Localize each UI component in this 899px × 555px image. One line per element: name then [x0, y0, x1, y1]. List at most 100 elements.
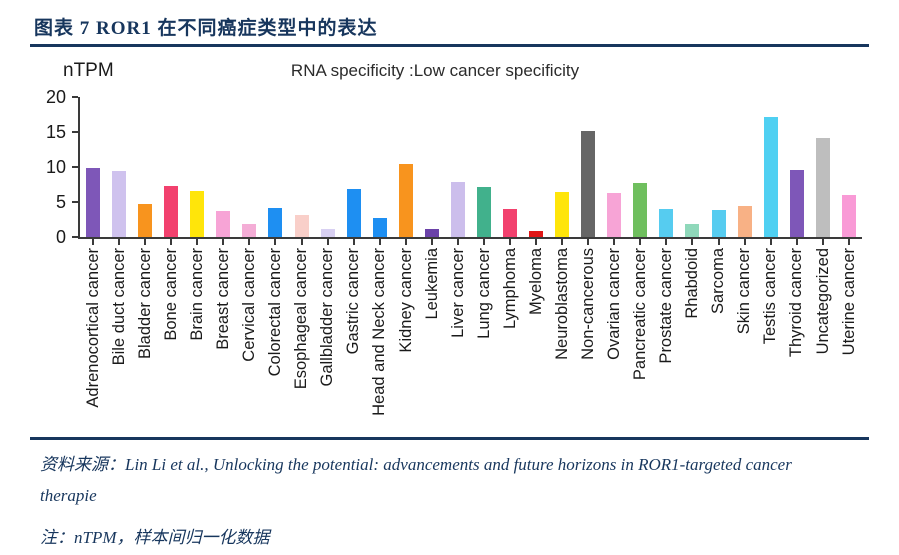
y-tick-label: 15	[45, 122, 66, 142]
bar-column	[367, 97, 393, 237]
bar-column	[732, 97, 758, 237]
y-tick	[72, 131, 78, 133]
x-tick-label: Prostate cancer	[657, 248, 676, 364]
x-tick	[274, 239, 277, 245]
x-tick	[300, 239, 303, 245]
bar	[112, 170, 127, 237]
x-tick-label: Testis cancer	[761, 248, 780, 345]
x-tick-label: Skin cancer	[735, 248, 754, 335]
y-tick-label: 5	[55, 192, 66, 212]
x-tick	[587, 239, 590, 245]
bar	[476, 186, 491, 237]
x-tick	[535, 239, 538, 245]
note-text: 注：nTPM，样本间归一化数据	[40, 528, 270, 547]
bar	[841, 195, 856, 237]
x-label-cell: Non-cancerous	[575, 239, 601, 435]
x-tick-label: Ovarian cancer	[605, 248, 624, 360]
bar-column	[289, 97, 315, 237]
x-tick-label: Adrenocortical cancer	[83, 248, 102, 408]
bar	[815, 137, 830, 237]
bar-column	[80, 97, 106, 237]
x-tick-label: Bone cancer	[161, 248, 180, 341]
x-tick-label: Myeloma	[526, 248, 545, 315]
y-tick	[72, 96, 78, 98]
source-text-line1: 资料来源：Lin Li et al., Unlocking the potent…	[40, 455, 792, 474]
x-tick	[222, 239, 225, 245]
bar-column	[419, 97, 445, 237]
bar-column	[210, 97, 236, 237]
source-text-line2: therapie	[40, 486, 97, 505]
x-label-cell: Bladder cancer	[132, 239, 158, 435]
x-tick-label: Uterine cancer	[839, 248, 858, 356]
bar	[789, 169, 804, 237]
x-tick-label: Breast cancer	[214, 248, 233, 350]
x-label-cell: Liver cancer	[445, 239, 471, 435]
bar	[503, 209, 518, 237]
x-tick	[482, 239, 485, 245]
bar	[450, 181, 465, 237]
bar	[711, 210, 726, 237]
x-tick	[665, 239, 668, 245]
x-label-cell: Neuroblastoma	[549, 239, 575, 435]
bar	[138, 204, 153, 237]
bar-column	[627, 97, 653, 237]
bar-column	[106, 97, 132, 237]
x-tick-label: Lymphoma	[500, 248, 519, 330]
bar-column	[601, 97, 627, 237]
x-tick	[196, 239, 199, 245]
x-label-cell: Thyroid cancer	[784, 239, 810, 435]
bar-column	[497, 97, 523, 237]
x-tick-label: Esophageal cancer	[292, 248, 311, 390]
bar	[268, 208, 283, 237]
chart-title: RNA specificity :Low cancer specificity	[290, 61, 580, 80]
bar-column	[784, 97, 810, 237]
x-tick-label: Non-cancerous	[578, 248, 597, 360]
x-tick-label: Head and Neck cancer	[370, 248, 389, 416]
x-label-cell: Sarcoma	[706, 239, 732, 435]
bar-column	[575, 97, 601, 237]
bar-column	[315, 97, 341, 237]
x-label-cell: Gallbladder cancer	[315, 239, 341, 435]
x-label-cell: Rhabdoid	[679, 239, 705, 435]
x-tick	[717, 239, 720, 245]
bar	[372, 218, 387, 237]
bar	[685, 224, 700, 237]
x-tick-label: Rhabdoid	[683, 248, 702, 319]
x-label-cell: Leukemia	[419, 239, 445, 435]
x-label-cell: Pancreatic cancer	[627, 239, 653, 435]
x-tick-label: Leukemia	[422, 248, 441, 320]
bar-column	[184, 97, 210, 237]
x-label-cell: Bone cancer	[158, 239, 184, 435]
x-tick	[847, 239, 850, 245]
bar-column	[393, 97, 419, 237]
x-axis-labels: Adrenocortical cancer Bile duct cancer Bla…	[80, 239, 862, 435]
x-tick-label: Kidney cancer	[396, 248, 415, 353]
x-tick-label: Pancreatic cancer	[631, 248, 650, 381]
x-tick-label: Colorectal cancer	[266, 248, 285, 377]
x-tick	[795, 239, 798, 245]
x-label-cell: Uterine cancer	[836, 239, 862, 435]
x-tick-label: Thyroid cancer	[787, 248, 806, 358]
bar-column	[653, 97, 679, 237]
bar	[242, 223, 257, 237]
bar-column	[523, 97, 549, 237]
x-tick	[118, 239, 121, 245]
bar-column	[810, 97, 836, 237]
x-label-cell: Esophageal cancer	[289, 239, 315, 435]
ror1-expression-bar-chart: nTPM RNA specificity :Low cancer specifi…	[0, 55, 899, 437]
x-tick	[144, 239, 147, 245]
x-label-cell: Head and Neck cancer	[367, 239, 393, 435]
bar	[633, 183, 648, 237]
header-divider	[30, 44, 869, 47]
x-label-cell: Bile duct cancer	[106, 239, 132, 435]
bar	[424, 228, 439, 237]
x-label-cell: Gastric cancer	[341, 239, 367, 435]
x-tick	[743, 239, 746, 245]
x-label-cell: Prostate cancer	[653, 239, 679, 435]
x-tick-label: Uncategorized	[813, 248, 832, 355]
bar-column	[706, 97, 732, 237]
bar-column	[236, 97, 262, 237]
x-tick-label: Sarcoma	[709, 248, 728, 315]
bar	[529, 230, 544, 237]
